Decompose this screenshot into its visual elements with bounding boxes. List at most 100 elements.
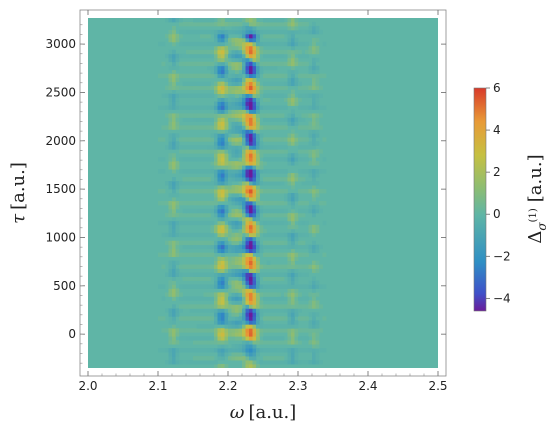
heatmap-cell	[315, 244, 320, 250]
heatmap-cell	[294, 336, 299, 341]
heatmap-cell	[189, 21, 194, 27]
heatmap-cell	[252, 340, 257, 345]
heatmap-cell	[207, 81, 211, 87]
heatmap-cell	[252, 352, 257, 357]
heatmap-cell	[249, 360, 253, 365]
heatmap-cell	[175, 268, 180, 273]
heatmap-cell	[266, 49, 271, 55]
heatmap-cell	[273, 137, 278, 142]
heatmap-cell	[242, 129, 246, 134]
heatmap-cell	[308, 224, 313, 230]
heatmap-cell	[242, 216, 246, 222]
heatmap-cell	[228, 296, 232, 301]
heatmap-cell	[221, 161, 225, 166]
heatmap-cell	[193, 220, 197, 226]
heatmap-cell	[263, 240, 267, 246]
heatmap-cell	[238, 25, 243, 31]
heatmap-cell	[196, 244, 201, 250]
heatmap-cell	[312, 69, 316, 75]
heatmap-cell	[249, 312, 253, 317]
heatmap-cell	[294, 161, 299, 166]
heatmap-cell	[235, 85, 239, 90]
heatmap-cell	[196, 125, 201, 130]
heatmap-cell	[217, 49, 222, 55]
heatmap-cell	[182, 240, 187, 246]
heatmap-cell	[224, 276, 229, 281]
heatmap-cell	[252, 236, 257, 242]
heatmap-cell	[172, 117, 176, 122]
heatmap-cell	[182, 169, 187, 174]
heatmap-cell	[263, 328, 267, 333]
heatmap-cell	[235, 352, 239, 357]
heatmap-cell	[249, 268, 253, 273]
heatmap-cell	[186, 272, 190, 277]
heatmap-cell	[280, 308, 285, 313]
heatmap-cell	[256, 81, 260, 87]
heatmap-cell	[252, 264, 257, 269]
heatmap-cell	[252, 185, 257, 190]
heatmap-cell	[315, 125, 320, 130]
heatmap-cell	[235, 101, 239, 106]
heatmap-cell	[172, 280, 176, 285]
heatmap-cell	[172, 113, 176, 118]
heatmap-cell	[189, 232, 194, 238]
heatmap-cell	[235, 328, 239, 333]
heatmap-cell	[270, 181, 274, 186]
heatmap-cell	[242, 121, 246, 126]
heatmap-cell	[221, 81, 225, 87]
heatmap-cell	[298, 304, 302, 309]
heatmap-cell	[168, 153, 173, 158]
heatmap-cell	[238, 41, 243, 47]
heatmap-cell	[228, 165, 232, 170]
heatmap-cell	[287, 268, 292, 273]
heatmap-cell	[221, 256, 225, 262]
heatmap-cell	[231, 196, 236, 202]
heatmap-cell	[291, 252, 295, 258]
heatmap-cell	[315, 129, 320, 134]
heatmap-cell	[238, 336, 243, 341]
heatmap-cell	[186, 29, 190, 35]
heatmap-cell	[298, 169, 302, 174]
heatmap-cell	[228, 21, 232, 27]
heatmap-cell	[277, 181, 281, 186]
heatmap-cell	[238, 29, 243, 35]
heatmap-cell	[207, 145, 211, 150]
heatmap-cell	[280, 340, 285, 345]
heatmap-cell	[193, 276, 197, 281]
heatmap-cell	[291, 312, 295, 317]
heatmap-cell	[266, 29, 271, 35]
heatmap-cell	[315, 153, 320, 158]
heatmap-cell	[235, 292, 239, 297]
heatmap-cell	[245, 165, 250, 170]
x-tick-label: 2.5	[428, 379, 447, 393]
heatmap-cell	[214, 41, 218, 47]
heatmap-cell	[161, 41, 166, 47]
heatmap-cell	[210, 324, 215, 329]
heatmap-cell	[221, 29, 225, 35]
heatmap-cell	[221, 320, 225, 325]
heatmap-cell	[193, 145, 197, 150]
heatmap-cell	[179, 220, 183, 226]
heatmap-cell	[266, 181, 271, 186]
heatmap-cell	[242, 208, 246, 214]
heatmap-cell	[256, 161, 260, 166]
heatmap-cell	[291, 348, 295, 353]
heatmap-cell	[168, 316, 173, 321]
heatmap-cell	[238, 65, 243, 71]
heatmap-cell	[210, 133, 215, 138]
heatmap-cell	[308, 264, 313, 269]
heatmap-cell	[203, 200, 208, 206]
heatmap-cell	[217, 284, 222, 289]
heatmap-cell	[308, 105, 313, 110]
heatmap-cell	[238, 304, 243, 309]
heatmap-cell	[305, 49, 309, 55]
heatmap-cell	[273, 244, 278, 250]
heatmap-cell	[298, 336, 302, 341]
heatmap-cell	[284, 145, 288, 150]
heatmap-cell	[280, 304, 285, 309]
heatmap-cell	[238, 244, 243, 250]
heatmap-cell	[301, 181, 306, 186]
heatmap-cell	[238, 324, 243, 329]
heatmap-cell	[221, 340, 225, 345]
heatmap-cell	[242, 45, 246, 51]
